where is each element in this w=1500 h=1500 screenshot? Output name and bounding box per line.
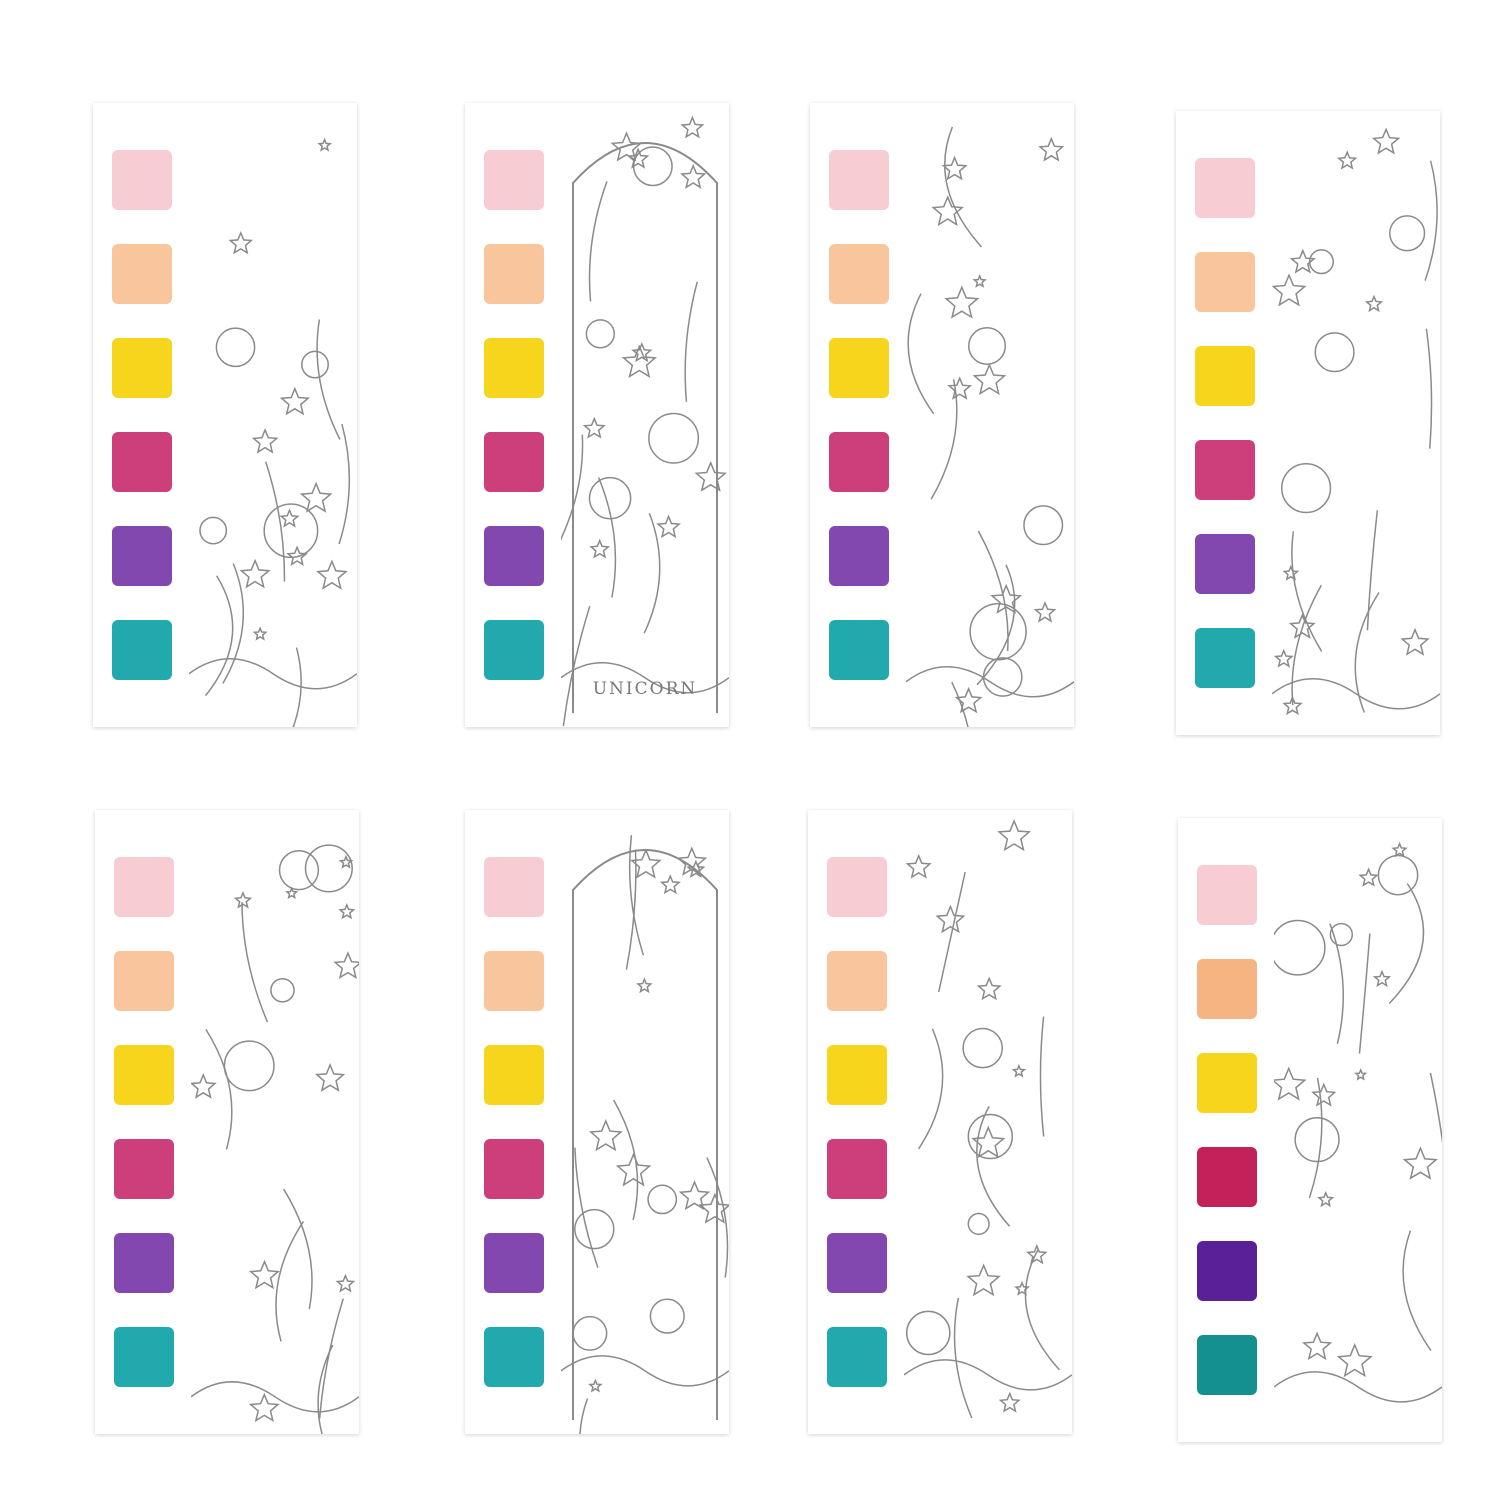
paint-swatch[interactable] bbox=[1197, 1335, 1257, 1395]
paint-swatch[interactable] bbox=[112, 620, 172, 680]
paint-swatch[interactable] bbox=[1195, 440, 1255, 500]
bookmark-card-rearing-unicorn-moon bbox=[810, 103, 1074, 727]
bookmark-card-unicorn-and-girl bbox=[95, 810, 359, 1434]
line-art-illustration bbox=[1274, 841, 1442, 1403]
bookmark-card-girl-with-harp bbox=[465, 810, 729, 1434]
paint-swatch[interactable] bbox=[114, 857, 174, 917]
bookmark-card-pegasus-rainbow bbox=[1176, 111, 1440, 735]
paint-swatch[interactable] bbox=[114, 1045, 174, 1105]
paint-swatch[interactable] bbox=[484, 150, 544, 210]
paint-swatch[interactable] bbox=[112, 244, 172, 304]
paint-swatch[interactable] bbox=[114, 1327, 174, 1387]
paint-swatch[interactable] bbox=[484, 620, 544, 680]
paint-swatch[interactable] bbox=[827, 1327, 887, 1387]
line-art-illustration bbox=[906, 126, 1074, 727]
line-art-illustration bbox=[1272, 127, 1440, 716]
paint-swatch[interactable] bbox=[112, 526, 172, 586]
paint-swatch[interactable] bbox=[484, 1233, 544, 1293]
line-art-illustration bbox=[561, 835, 729, 1434]
paint-swatch[interactable] bbox=[1197, 1053, 1257, 1113]
bookmark-card-unicorns-castle-clouds bbox=[1178, 818, 1442, 1442]
paint-swatch[interactable] bbox=[484, 1045, 544, 1105]
paint-swatch[interactable] bbox=[112, 432, 172, 492]
paint-swatch[interactable] bbox=[829, 620, 889, 680]
paint-swatch[interactable] bbox=[829, 526, 889, 586]
line-art-illustration bbox=[189, 137, 357, 727]
paint-swatch[interactable] bbox=[484, 338, 544, 398]
paint-swatch[interactable] bbox=[1195, 628, 1255, 688]
paint-swatch[interactable] bbox=[829, 244, 889, 304]
paint-swatch[interactable] bbox=[484, 432, 544, 492]
paint-swatch[interactable] bbox=[1197, 865, 1257, 925]
paint-swatch[interactable] bbox=[827, 1045, 887, 1105]
bookmark-card-unicorn-drinking-pond bbox=[808, 810, 1072, 1434]
paint-swatch[interactable] bbox=[1197, 959, 1257, 1019]
paint-swatch[interactable] bbox=[484, 1327, 544, 1387]
paint-swatch[interactable] bbox=[827, 951, 887, 1011]
paint-swatch[interactable] bbox=[827, 1233, 887, 1293]
paint-swatch[interactable] bbox=[1197, 1147, 1257, 1207]
paint-swatch[interactable] bbox=[829, 432, 889, 492]
paint-swatch[interactable] bbox=[1195, 534, 1255, 594]
paint-swatch[interactable] bbox=[827, 1139, 887, 1199]
bookmark-card-unicorn-portrait-arch: UNICORN bbox=[465, 103, 729, 727]
paint-swatch[interactable] bbox=[829, 150, 889, 210]
paint-swatch[interactable] bbox=[112, 338, 172, 398]
line-art-illustration bbox=[561, 115, 729, 727]
paint-swatch[interactable] bbox=[114, 1233, 174, 1293]
line-art-illustration bbox=[904, 819, 1072, 1419]
paint-swatch[interactable] bbox=[1197, 1241, 1257, 1301]
paint-swatch[interactable] bbox=[114, 951, 174, 1011]
paint-swatch[interactable] bbox=[484, 244, 544, 304]
unicorn-banner-text: UNICORN bbox=[592, 679, 698, 699]
bookmark-card-pegasus-castle bbox=[93, 103, 357, 727]
paint-swatch[interactable] bbox=[1195, 346, 1255, 406]
paint-swatch[interactable] bbox=[829, 338, 889, 398]
paint-swatch[interactable] bbox=[1195, 158, 1255, 218]
line-art-illustration bbox=[191, 844, 359, 1434]
paint-swatch[interactable] bbox=[484, 951, 544, 1011]
paint-swatch[interactable] bbox=[1195, 252, 1255, 312]
paint-swatch[interactable] bbox=[484, 1139, 544, 1199]
paint-swatch[interactable] bbox=[112, 150, 172, 210]
paint-swatch[interactable] bbox=[484, 857, 544, 917]
paint-swatch[interactable] bbox=[827, 857, 887, 917]
paint-swatch[interactable] bbox=[484, 526, 544, 586]
paint-swatch[interactable] bbox=[114, 1139, 174, 1199]
